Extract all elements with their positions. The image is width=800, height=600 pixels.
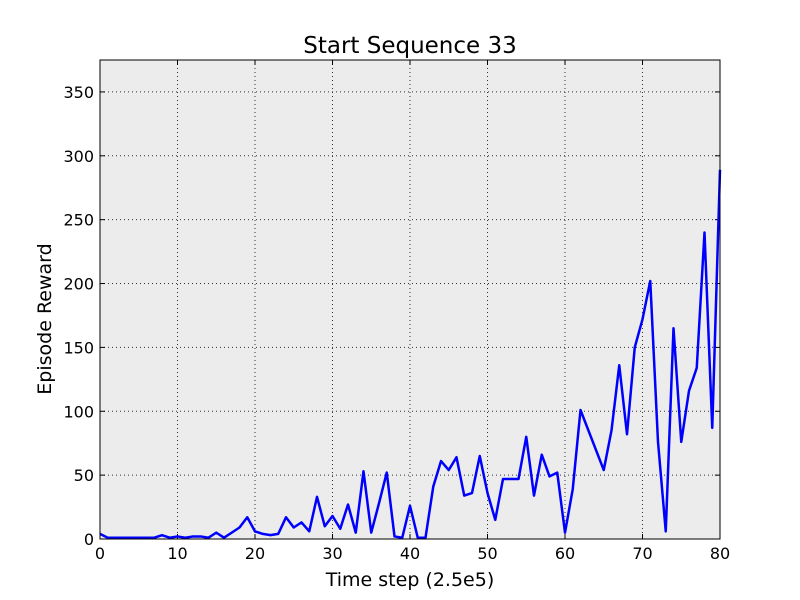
x-tick-label: 30 [322,544,342,563]
x-tick-label: 80 [710,544,730,563]
y-tick-label: 250 [63,211,94,230]
plot-frame [99,59,721,540]
x-tick-label: 0 [95,544,105,563]
y-tick-label: 200 [63,275,94,294]
grid-lines [100,60,720,539]
axes: 0 10 20 30 40 50 60 70 80 0 50 100 150 200 250 300 350 [63,60,730,563]
y-tick-label: 350 [63,83,94,102]
y-tick-label: 100 [63,402,94,421]
series-line [99,169,722,539]
y-tick-label: 0 [84,530,94,549]
chart-title: Start Sequence 33 [303,33,517,59]
x-tick-label: 40 [400,544,420,563]
x-tick-label: 60 [555,544,575,563]
y-tick-label: 50 [74,466,94,485]
x-tick-label: 20 [245,544,265,563]
x-tick-label: 70 [632,544,652,563]
y-axis-title: Episode Reward [34,243,56,394]
x-axis-title: Time step (2.5e5) [325,569,495,591]
series-layer [99,169,722,539]
x-tick-label: 50 [477,544,497,563]
plot-area [100,60,720,539]
y-tick-label: 300 [63,147,94,166]
x-tick-label: 10 [167,544,187,563]
y-tick-label: 150 [63,338,94,357]
